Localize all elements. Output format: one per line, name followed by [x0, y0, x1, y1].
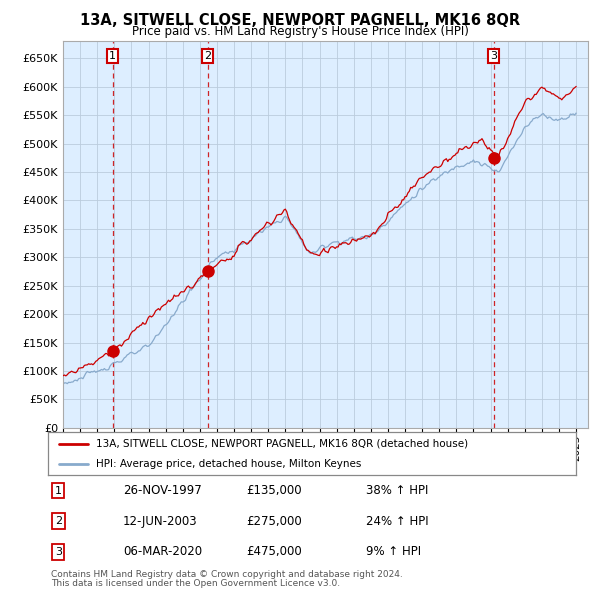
Text: 9% ↑ HPI: 9% ↑ HPI: [366, 545, 421, 559]
Text: 13A, SITWELL CLOSE, NEWPORT PAGNELL, MK16 8QR: 13A, SITWELL CLOSE, NEWPORT PAGNELL, MK1…: [80, 13, 520, 28]
Text: 24% ↑ HPI: 24% ↑ HPI: [366, 514, 428, 528]
Text: 1: 1: [55, 486, 62, 496]
Text: £275,000: £275,000: [246, 514, 302, 528]
Text: £475,000: £475,000: [246, 545, 302, 559]
Text: 3: 3: [490, 51, 497, 61]
Text: £135,000: £135,000: [246, 484, 302, 497]
Text: This data is licensed under the Open Government Licence v3.0.: This data is licensed under the Open Gov…: [51, 579, 340, 588]
Text: Contains HM Land Registry data © Crown copyright and database right 2024.: Contains HM Land Registry data © Crown c…: [51, 571, 403, 579]
Text: 38% ↑ HPI: 38% ↑ HPI: [366, 484, 428, 497]
Text: 3: 3: [55, 547, 62, 557]
Text: HPI: Average price, detached house, Milton Keynes: HPI: Average price, detached house, Milt…: [95, 460, 361, 469]
Text: 2: 2: [204, 51, 211, 61]
Text: 1: 1: [109, 51, 116, 61]
Text: 06-MAR-2020: 06-MAR-2020: [123, 545, 202, 559]
Text: Price paid vs. HM Land Registry's House Price Index (HPI): Price paid vs. HM Land Registry's House …: [131, 25, 469, 38]
Text: 13A, SITWELL CLOSE, NEWPORT PAGNELL, MK16 8QR (detached house): 13A, SITWELL CLOSE, NEWPORT PAGNELL, MK1…: [95, 439, 467, 449]
Text: 2: 2: [55, 516, 62, 526]
Text: 12-JUN-2003: 12-JUN-2003: [123, 514, 197, 528]
Text: 26-NOV-1997: 26-NOV-1997: [123, 484, 202, 497]
